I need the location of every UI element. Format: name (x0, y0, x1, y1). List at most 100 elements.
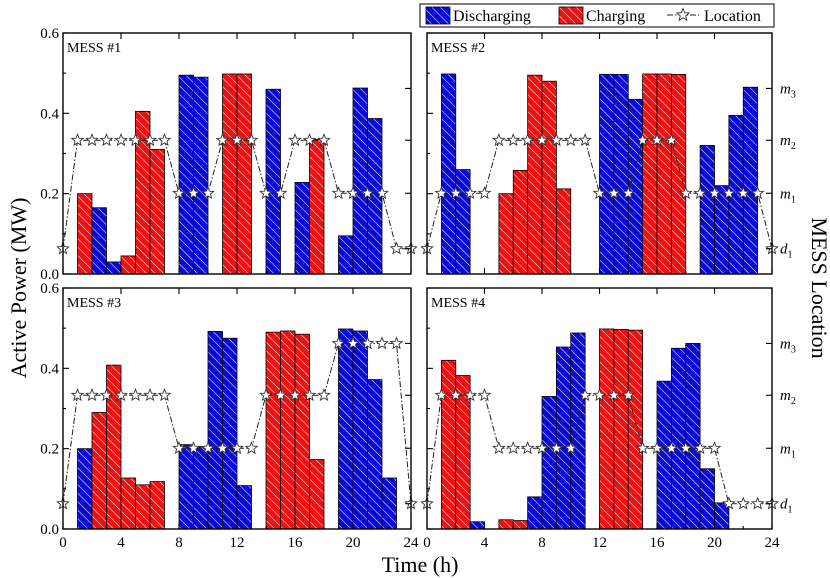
location-star-h12 (592, 388, 607, 402)
location-star-h17 (664, 133, 679, 147)
location-star-h3 (463, 186, 478, 200)
location-star-h11 (578, 133, 593, 147)
charging-bar-h6 (512, 169, 529, 275)
location-star-h14 (621, 186, 636, 200)
discharging-bar-h10 (570, 332, 586, 530)
x-tick-label: 16 (288, 535, 304, 551)
x-tick-label: 8 (175, 535, 183, 551)
location-star-h23 (750, 496, 765, 510)
location-star-h4 (477, 186, 492, 200)
charging-bar-h12 (599, 328, 615, 530)
location-star-h5 (128, 388, 143, 402)
charging-bar-h16 (294, 333, 310, 530)
discharging-bar-h13 (613, 73, 629, 275)
x-tick-label: 12 (592, 535, 607, 551)
panel-mess-2: MESS #2 (420, 32, 779, 275)
discharging-bar-h8 (541, 396, 557, 530)
x-tick-label: 4 (117, 535, 125, 551)
charging-bar-h7 (527, 74, 543, 275)
discharging-bar-h20 (714, 185, 730, 275)
location-star-h17 (664, 441, 679, 455)
location-star-h20 (707, 441, 722, 455)
discharging-bar-h12 (236, 485, 252, 530)
location-tick-label: m3 (780, 81, 796, 100)
charging-bar-h17 (670, 73, 687, 275)
x-tick-label: 16 (650, 535, 666, 551)
discharging-bar-h9 (555, 346, 572, 530)
location-star-h23 (389, 241, 404, 255)
charging-bar-h6 (149, 481, 165, 530)
discharging-bar-h20 (352, 87, 368, 275)
location-star-h17 (302, 388, 317, 402)
legend-location-star-icon (675, 7, 691, 22)
discharging-bar-h19 (338, 235, 354, 275)
discharging-bar-h9 (193, 446, 209, 530)
charging-bar-h12 (236, 73, 252, 275)
charging-bar-h9 (555, 188, 572, 275)
charging-bar-h1 (77, 193, 93, 275)
charging-bar-h1 (440, 359, 457, 530)
location-star-h12 (592, 186, 607, 200)
charging-bar-h5 (135, 110, 151, 275)
x-tick-label: 0 (59, 535, 67, 551)
discharging-bar-h21 (367, 379, 383, 530)
location-star-h14 (259, 186, 273, 200)
panel-title: MESS #3 (67, 296, 121, 311)
charging-bar-h17 (309, 459, 325, 530)
discharging-bar-h20 (352, 330, 368, 530)
location-star-h2 (85, 388, 99, 402)
discharging-bar-h22 (381, 477, 397, 530)
discharging-bar-h3 (106, 261, 122, 275)
discharging-bar-h14 (265, 88, 281, 275)
location-star-h18 (678, 441, 693, 455)
location-star-h10 (201, 441, 215, 455)
location-star-h14 (621, 388, 636, 402)
location-star-h8 (172, 441, 186, 455)
discharging-bar-h11 (222, 337, 238, 530)
discharging-bar-h16 (294, 182, 310, 275)
location-star-h9 (186, 186, 201, 200)
location-star-h1 (434, 388, 449, 402)
legend-label-charging: Charging (586, 8, 645, 25)
location-star-h15 (635, 133, 650, 147)
location-star-h9 (186, 441, 201, 455)
discharging-bar-h2 (91, 207, 107, 275)
discharging-bar-h19 (338, 328, 354, 530)
discharging-bar-h9 (193, 76, 209, 275)
location-star-h15 (273, 388, 288, 402)
location-star-h8 (172, 186, 186, 200)
charging-bar-h15 (280, 330, 296, 530)
charging-bar-h11 (222, 73, 238, 275)
location-star-h9 (549, 441, 564, 455)
location-star-h3 (99, 133, 114, 147)
panel-title: MESS #4 (431, 296, 485, 311)
location-star-h4 (114, 388, 128, 402)
location-star-h22 (736, 186, 751, 200)
charging-bar-h5 (498, 519, 514, 530)
location-star-h2 (448, 186, 463, 200)
location-star-h16 (288, 133, 302, 147)
location-star-h2 (448, 388, 463, 402)
discharging-bar-h8 (178, 74, 194, 275)
axes-text: 0.0 0.2 0.4 0.6 m3 m2 m1 d1 0 4 8 12 16 20 24 0.0 0.2 0.4… (40, 26, 796, 551)
location-star-h18 (678, 186, 693, 200)
panel-title: MESS #1 (67, 41, 121, 56)
charging-bar-h16 (656, 73, 672, 275)
x-tick-label: 8 (538, 535, 546, 551)
charging-bar-h2 (91, 412, 107, 530)
location-star-h19 (331, 336, 346, 350)
x-axis-title: Time (h) (382, 552, 459, 577)
location-tick-label: d1 (780, 497, 793, 516)
location-star-h8 (535, 133, 549, 147)
location-tick-label: m1 (780, 186, 796, 205)
location-star-h21 (360, 186, 375, 200)
location-star-h4 (477, 388, 492, 402)
charging-bar-h5 (498, 193, 514, 275)
legend-label-location: Location (704, 8, 761, 25)
location-star-h7 (520, 441, 535, 455)
location-star-h1 (434, 186, 449, 200)
location-star-h8 (535, 441, 549, 455)
location-star-h10 (563, 441, 578, 455)
location-star-h5 (491, 441, 506, 455)
